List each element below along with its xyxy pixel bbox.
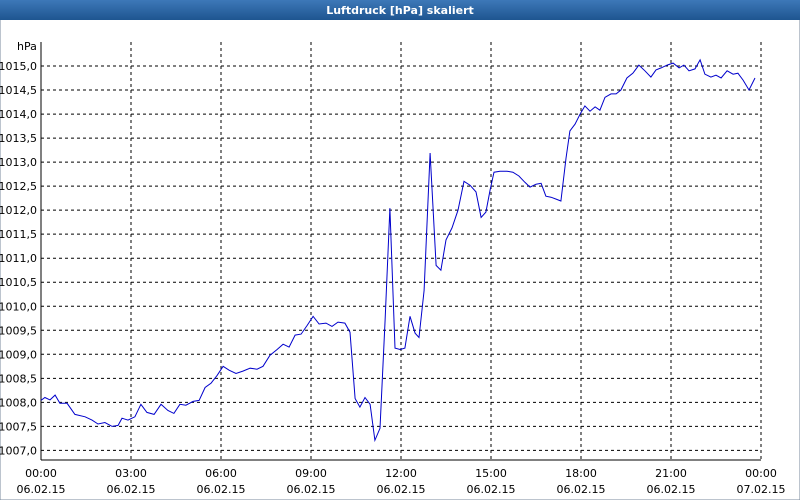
y-tick-label: 1014,0 [0,108,37,121]
y-tick-label: 1011,5 [0,228,37,241]
y-tick-label: 1009,5 [0,324,37,337]
y-tick-label: 1008,0 [0,396,37,409]
y-tick-label: 1008,5 [0,372,37,385]
y-tick-label: 1010,0 [0,300,37,313]
y-tick-label: 1009,0 [0,348,37,361]
x-tick-date: 06.02.15 [467,483,516,496]
x-tick-date: 06.02.15 [287,483,336,496]
x-tick-date: 06.02.15 [17,483,66,496]
x-tick-date: 06.02.15 [107,483,156,496]
x-tick-date: 06.02.15 [197,483,246,496]
x-tick-date: 06.02.15 [557,483,606,496]
y-tick-label: 1012,0 [0,204,37,217]
x-tick-label: 00:00 [25,467,57,480]
x-tick-date: 06.02.15 [647,483,696,496]
y-tick-label: 1007,5 [0,420,37,433]
x-tick-label: 15:00 [475,467,507,480]
y-tick-label: 1012,5 [0,180,37,193]
x-tick-label: 12:00 [385,467,417,480]
x-tick-label: 00:00 [745,467,777,480]
x-tick-label: 06:00 [205,467,237,480]
x-tick-date: 06.02.15 [377,483,426,496]
x-tick-label: 18:00 [565,467,597,480]
y-tick-label: 1007,0 [0,444,37,457]
chart-title: Luftdruck [hPa] skaliert [326,4,474,17]
plot-area: 1007,0 1007,5 1008,0 1008,5 1009,0 1009,5 1010… [0,42,785,496]
y-tick-label: 1014,5 [0,84,37,97]
data-line [40,58,756,443]
x-tick-label: 03:00 [115,467,147,480]
y-axis-label: hPa [17,40,37,53]
y-tick-label: 1013,0 [0,156,37,169]
y-tick-label: 1015,0 [0,60,37,73]
y-tick-label: 1011,0 [0,252,37,265]
x-tick-date: 07.02.15 [737,483,786,496]
y-tick-label: 1013,5 [0,132,37,145]
x-tick-label: 21:00 [655,467,687,480]
title-bar [0,0,800,20]
x-tick-label: 09:00 [295,467,327,480]
y-tick-label: 1010,5 [0,276,37,289]
